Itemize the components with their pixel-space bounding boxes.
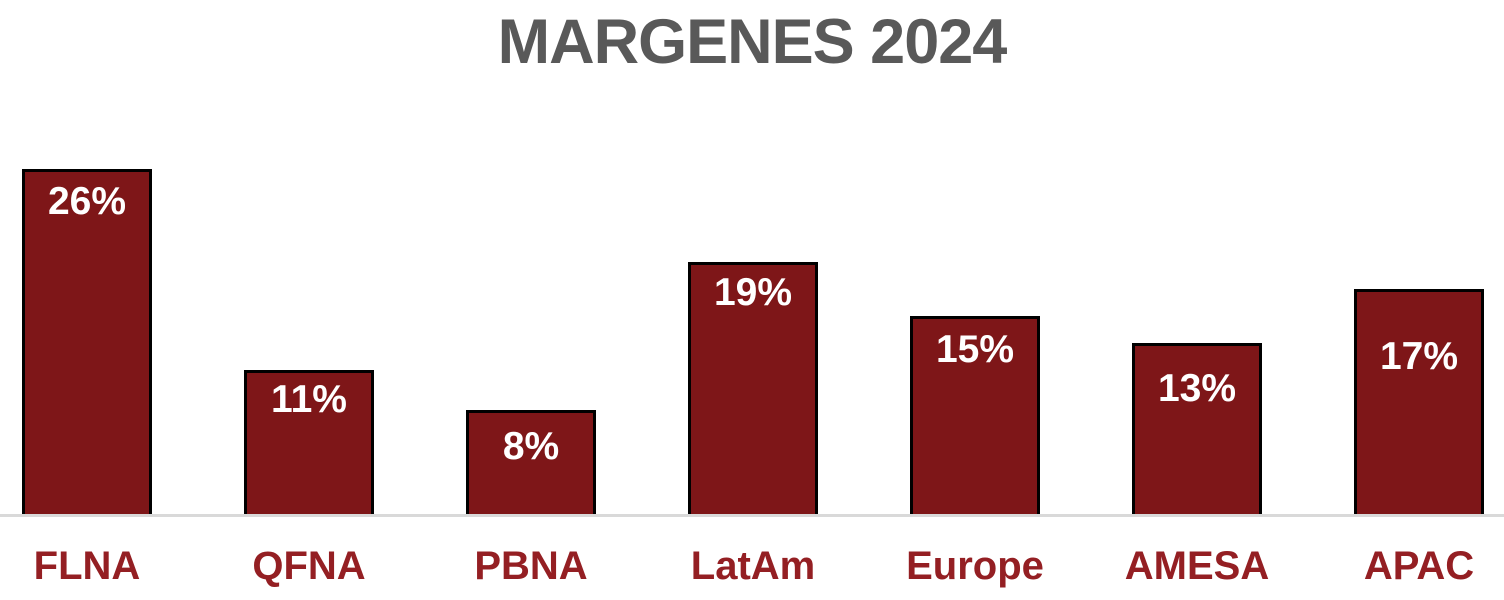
bar-qfna: 11%: [244, 369, 374, 517]
x-axis-label-slot: LatAm: [688, 546, 818, 586]
bar-value-label-flna: 26%: [47, 179, 127, 223]
x-axis-label-pbna: PBNA: [474, 544, 588, 588]
bar-apac: 17%: [1354, 289, 1484, 517]
chart-title: MARGENES 2024: [497, 7, 1008, 77]
x-axis-label-slot: Europe: [906, 546, 1044, 586]
x-axis-label-qfna: QFNA: [252, 544, 366, 588]
bar-latam: 19%: [688, 262, 818, 517]
x-axis-label-slot: FLNA: [22, 546, 152, 586]
x-axis-label-slot: APAC: [1354, 546, 1484, 586]
x-axis-label-apac: APAC: [1363, 544, 1475, 588]
bar-value-label-apac: 17%: [1379, 335, 1459, 379]
bar-value-label-amesa: 13%: [1157, 366, 1237, 410]
bar-value-label-qfna: 11%: [271, 377, 347, 421]
x-axis-label-amesa: AMESA: [1124, 544, 1270, 588]
x-axis-label-latam: LatAm: [690, 544, 816, 588]
bars-row: 26% 11% 8% 19% 15% 13% 17%: [22, 167, 1484, 517]
bar-europe: 15%: [910, 316, 1040, 517]
x-axis-label-slot: QFNA: [244, 546, 374, 586]
x-axis-labels-row: FLNA QFNA PBNA LatAm Europe AMESA APAC: [22, 546, 1484, 586]
bar-amesa: 13%: [1132, 342, 1262, 517]
x-axis-label-slot: AMESA: [1125, 546, 1269, 586]
x-axis-label-slot: PBNA: [466, 546, 596, 586]
bar-pbna: 8%: [466, 409, 596, 517]
bar-value-label-europe: 15%: [935, 328, 1015, 371]
bar-value-label-pbna: 8%: [502, 424, 560, 468]
x-axis-label-flna: FLNA: [33, 544, 141, 588]
bar-flna: 26%: [22, 168, 152, 517]
bar-value-label-latam: 19%: [713, 271, 793, 315]
x-axis-label-europe: Europe: [906, 544, 1044, 588]
x-axis-line: [0, 514, 1504, 517]
